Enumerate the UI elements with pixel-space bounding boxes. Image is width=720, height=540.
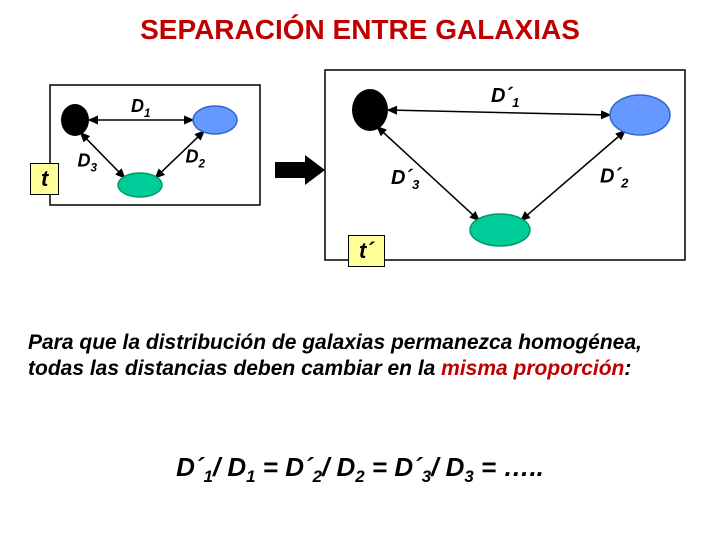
svg-text:D´1: D´1 bbox=[491, 85, 519, 110]
svg-text:D´2: D´2 bbox=[600, 166, 629, 191]
svg-text:D1: D1 bbox=[131, 96, 151, 120]
body-paragraph: Para que la distribución de galaxias per… bbox=[28, 330, 692, 383]
svg-text:D3: D3 bbox=[78, 151, 98, 175]
svg-text:D´3: D´3 bbox=[391, 167, 420, 192]
para-highlight: misma proporción bbox=[441, 357, 624, 380]
svg-text:D2: D2 bbox=[186, 147, 206, 171]
equation: D´1/ D1 = D´2/ D2 = D´3/ D3 = ….. bbox=[0, 452, 720, 487]
time-label-tprime: t´ bbox=[348, 235, 385, 267]
transition-arrow-icon bbox=[275, 155, 325, 185]
time-label-t: t bbox=[30, 163, 59, 195]
para-post: : bbox=[624, 357, 631, 380]
